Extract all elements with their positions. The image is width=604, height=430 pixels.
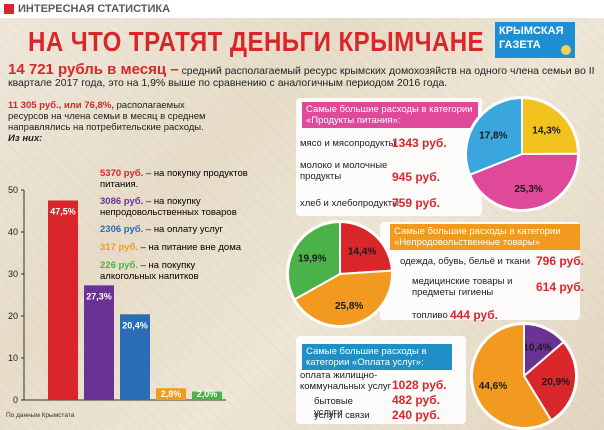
section-bar: ИНТЕРЕСНАЯ СТАТИСТИКА xyxy=(0,0,604,18)
nonfood-item-amount: 444 руб. xyxy=(450,308,498,322)
food-item-amount: 1343 руб. xyxy=(392,136,447,150)
bar xyxy=(48,200,78,400)
pie-slice xyxy=(522,340,577,422)
spending-bar-chart: 0 10 20 30 40 50 47,5% 27,3% 20,4% 2,8% 2,0% xyxy=(8,185,226,405)
pie-label: 25,3% xyxy=(514,184,542,195)
bar-legend-text: – на питание вне дома xyxy=(140,242,242,253)
pie-label: 14,4% xyxy=(348,246,376,257)
y-tick-label: 0 xyxy=(13,395,18,405)
services-item-label: оплата жилищно-коммунальных услуг xyxy=(300,370,392,392)
intro-headline: 14 721 рубль в месяц – xyxy=(8,61,179,78)
pie-label: 19,9% xyxy=(298,254,326,265)
bar-legend-4: 317 руб. – на питание вне дома xyxy=(100,242,250,253)
bar-legend-value: 226 руб. xyxy=(100,260,138,271)
bar-legend-1: 5370 руб. – на покупку продуктов питания… xyxy=(100,168,250,190)
pie-slice xyxy=(293,269,393,327)
budget-highlight: 11 305 руб., или 76,8%, xyxy=(8,100,114,111)
nonfood-pie-chart: 14,4% 25,8% 19,9% xyxy=(286,220,394,328)
bar-legend-value: 2306 руб. xyxy=(100,224,144,235)
bar xyxy=(84,285,114,400)
bar-legend-text: – на покупку продуктов питания. xyxy=(100,168,248,190)
pie-slice xyxy=(287,220,341,301)
pie-slice xyxy=(339,220,393,276)
budget-note: 11 305 руб., или 76,8%, располагаемых ре… xyxy=(8,100,224,144)
bar-legend-text: – на покупку непродовольственных товаров xyxy=(100,196,237,218)
bar xyxy=(156,388,186,400)
page-title: НА ЧТО ТРАТЯТ ДЕНЬГИ КРЫМЧАНЕ xyxy=(28,26,485,57)
bar-value-label: 2,0% xyxy=(197,389,218,399)
y-tick-label: 30 xyxy=(8,269,18,279)
food-pie-chart: 14,3% 25,3% 17,8% xyxy=(464,96,580,212)
intro-text: 14 721 рубль в месяц – средний располага… xyxy=(8,61,600,89)
pie-slice xyxy=(468,152,579,211)
pie-label: 25,8% xyxy=(335,301,363,312)
bar-legend-2: 3086 руб. – на покупку непродовольственн… xyxy=(100,196,250,218)
nonfood-item-label: одежда, обувь, бельё и ткани xyxy=(400,256,531,267)
services-item-label: услуги связи xyxy=(314,410,370,421)
y-tick-label: 20 xyxy=(8,311,18,321)
bar-value-label: 2,8% xyxy=(161,389,182,399)
nonfood-item-label: медицинские товары и предметы гигиены xyxy=(412,276,513,298)
pie-label: 20,9% xyxy=(542,377,570,388)
bar-legend-5: 226 руб. – на покупку алкогольных напитк… xyxy=(100,260,250,282)
services-head: Самые большие расходы в категории «Оплат… xyxy=(302,344,452,370)
bar-legend-text: – на оплату услуг xyxy=(145,224,224,235)
source-note: По данным Крымстата xyxy=(6,412,75,419)
crest-icon xyxy=(561,45,571,55)
y-tick-label: 10 xyxy=(8,353,18,363)
y-tick-label: 40 xyxy=(8,227,18,237)
bar-value-label: 20,4% xyxy=(122,320,148,330)
bar xyxy=(192,391,222,400)
services-item-amount: 240 руб. xyxy=(392,408,440,422)
bar-legend-value: 317 руб. xyxy=(100,242,138,253)
budget-of-them: Из них: xyxy=(8,133,43,144)
nonfood-item-label: топливо xyxy=(412,310,448,321)
budget-body: располагаемых ресурсов на члена семьи в … xyxy=(8,100,206,133)
food-item-amount: 945 руб. xyxy=(392,170,440,184)
services-item-label: бытовые услуги xyxy=(314,396,353,418)
nonfood-item-amount: 796 руб. xyxy=(536,254,584,268)
pie-label: 17,8% xyxy=(479,130,507,141)
services-item-amount: 482 руб. xyxy=(392,393,440,407)
pie-label: 14,3% xyxy=(532,125,560,136)
food-item-label: молоко и молочные продукты xyxy=(300,160,388,182)
services-item-amount: 1028 руб. xyxy=(392,378,447,392)
pie-slice xyxy=(471,322,553,429)
pie-label: 10,4% xyxy=(523,343,551,354)
intro-body: средний располагаемый ресурс крымских до… xyxy=(8,65,595,89)
y-tick-label: 50 xyxy=(8,185,18,195)
food-item-label: мясо и мясопродукты xyxy=(300,138,396,149)
bar-value-label: 47,5% xyxy=(50,207,76,217)
services-pie-chart: 10,4% 20,9% 44,6% xyxy=(470,322,578,430)
pie-slice xyxy=(521,96,580,156)
section-marker-icon xyxy=(4,4,14,14)
food-item-label: хлеб и хлебопродукты xyxy=(300,198,399,209)
food-item-amount: 759 руб. xyxy=(392,196,440,210)
bar-legend-text: – на покупку алкогольных напитков xyxy=(100,260,199,282)
newspaper-logo: КРЫМСКАЯ ГАЗЕТА xyxy=(495,22,575,58)
nonfood-item-amount: 614 руб. xyxy=(536,280,584,294)
bar-legend-value: 5370 руб. xyxy=(100,168,144,179)
nonfood-head: Самые большие расходы в категории «Непро… xyxy=(390,224,580,250)
pie-label: 44,6% xyxy=(479,381,507,392)
pie-slice xyxy=(465,96,523,176)
bar-legend-value: 3086 руб. xyxy=(100,196,144,207)
bar xyxy=(120,314,150,400)
bar-value-label: 27,3% xyxy=(86,291,112,301)
food-head: Самые большие расходы в категории «Проду… xyxy=(302,102,478,128)
bar-legend-3: 2306 руб. – на оплату услуг xyxy=(100,224,250,235)
section-label: ИНТЕРЕСНАЯ СТАТИСТИКА xyxy=(18,3,171,15)
